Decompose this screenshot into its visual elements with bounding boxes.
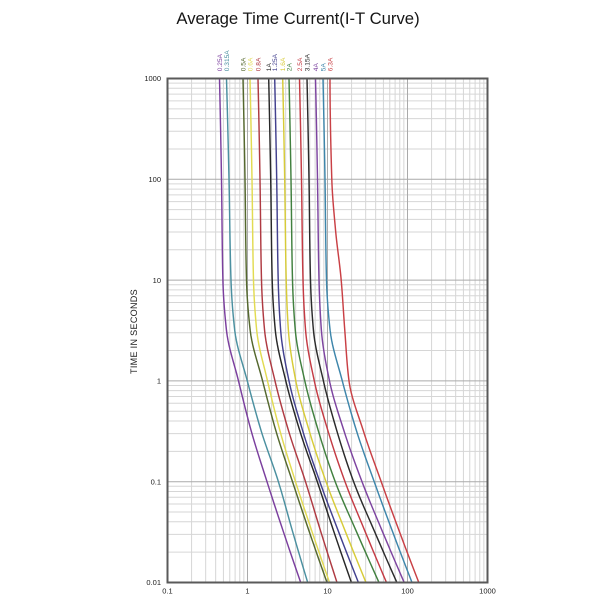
svg-text:0.1: 0.1 [151,477,161,486]
svg-text:100: 100 [401,587,414,596]
svg-text:3.15A: 3.15A [304,53,311,71]
svg-text:2A: 2A [286,63,293,72]
svg-text:5A: 5A [320,63,327,72]
svg-text:2.5A: 2.5A [297,57,304,71]
svg-text:1.6A: 1.6A [280,57,287,71]
svg-text:0.25A: 0.25A [217,53,224,71]
svg-text:TIME IN SECONDS: TIME IN SECONDS [129,289,139,374]
svg-text:4A: 4A [313,63,320,72]
svg-text:0.6A: 0.6A [247,57,254,71]
svg-text:Average Time Current(I-T Curve: Average Time Current(I-T Curve) [176,9,419,28]
svg-text:10: 10 [153,276,161,285]
svg-text:10: 10 [323,587,331,596]
svg-text:1000: 1000 [144,74,161,83]
svg-text:1A: 1A [266,63,273,72]
svg-text:0.315A: 0.315A [224,50,231,72]
svg-text:1: 1 [245,587,249,596]
svg-text:0.01: 0.01 [146,578,161,587]
svg-text:0.5A: 0.5A [240,57,247,71]
svg-text:1: 1 [157,377,161,386]
svg-text:1.25A: 1.25A [272,53,279,71]
svg-text:0.8A: 0.8A [255,57,262,71]
svg-text:100: 100 [148,175,161,184]
svg-text:0.1: 0.1 [162,587,172,596]
svg-text:1000: 1000 [479,587,496,596]
svg-text:6.3A: 6.3A [327,57,334,71]
